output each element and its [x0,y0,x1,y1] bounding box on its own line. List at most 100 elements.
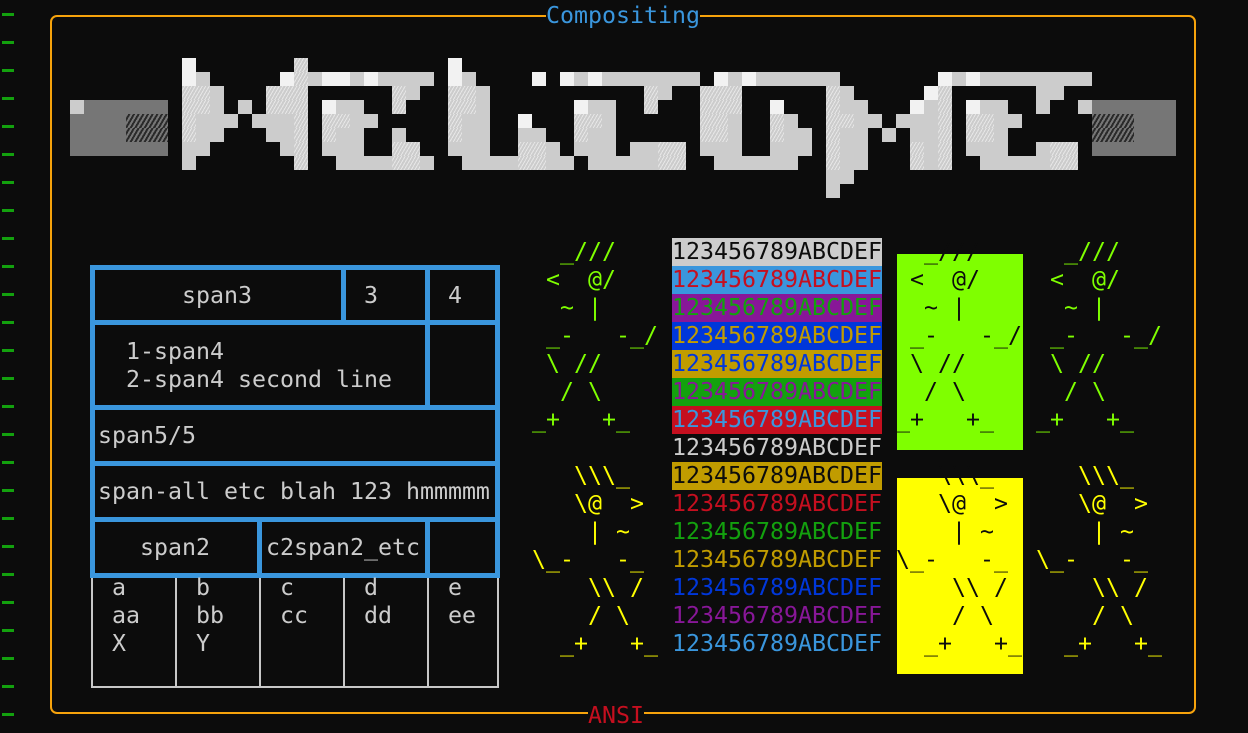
grid-border [343,578,345,688]
logo-block [602,72,616,86]
logo-block [210,86,224,100]
grid-border [175,578,177,688]
logo-block [490,156,504,170]
logo-block [560,156,574,170]
logo-block [196,128,210,142]
logo-block [770,156,784,170]
grid-cell: cc [280,602,308,629]
yellow-figure-line: \\ / [532,574,644,601]
yellow-figure-line: \_- -_ [896,546,1008,573]
table-border [495,265,500,578]
logo-block [588,114,602,128]
logo-block [560,72,574,86]
green-dash-marker-icon [2,69,14,72]
logo-block [588,128,602,142]
logo-block [840,170,854,184]
logo-block [910,100,924,114]
logo-block [1064,142,1078,156]
logo-block [1078,72,1092,86]
logo-block [1036,72,1050,86]
logo-block [910,128,924,142]
logo-block [126,100,140,114]
logo-block [406,86,420,100]
logo-block [756,156,770,170]
logo-block [826,100,840,114]
green-figure-line: _+ +_ [1036,406,1134,433]
cell-4: 4 [448,282,462,309]
logo-block [966,100,980,114]
logo-block [1162,142,1176,156]
green-figure-line: ~ | [896,294,966,321]
logo-block [840,114,854,128]
logo-block [994,156,1008,170]
table-border [90,320,500,325]
cell-span3: span3 [182,282,252,309]
logo-block [532,72,546,86]
logo-block [826,156,840,170]
logo-block [644,100,658,114]
logo-block [308,72,322,86]
logo-block [476,100,490,114]
logo-block [644,142,658,156]
logo-block [602,128,616,142]
logo-block [350,142,364,156]
logo-block [322,128,336,142]
logo-block [728,86,742,100]
logo-block [658,142,672,156]
logo-block [140,114,154,128]
logo-block [1022,72,1036,86]
logo-block [658,72,672,86]
table-border [90,573,500,578]
logo-block [210,100,224,114]
yellow-figure-line: _+ +_ [1036,630,1162,657]
logo-block [182,128,196,142]
yellow-figure-line: \\\_ [1036,462,1134,489]
logo-block [742,72,756,86]
logo-block [84,142,98,156]
logo-block [336,114,350,128]
logo-block [1036,100,1050,114]
green-figure-line: ~ | [532,294,602,321]
logo-block [868,114,882,128]
green-dash-marker-icon [2,41,14,44]
logo-block [182,58,196,72]
logo-block [546,142,560,156]
green-dash-marker-icon [2,461,14,464]
logo-block [98,142,112,156]
logo-block [140,142,154,156]
logo-block [196,114,210,128]
logo-block [1064,156,1078,170]
logo-block [714,100,728,114]
logo-block [392,86,406,100]
logo-block [518,156,532,170]
green-dash-marker-icon [2,237,14,240]
logo-block [994,100,1008,114]
logo-block [812,72,826,86]
grid-border [91,578,93,688]
green-figure-line: _- -_/ [896,322,1022,349]
logo-block [784,114,798,128]
color-sample-line: 123456789ABCDEF [672,630,882,657]
logo-block [924,86,938,100]
logo-block [420,156,434,170]
logo-block [294,142,308,156]
logo-block [770,72,784,86]
frame-title: Compositing [546,2,700,30]
logo-block [672,72,686,86]
logo-block [672,156,686,170]
logo-block [112,142,126,156]
logo-block [574,142,588,156]
logo-block [322,72,336,86]
logo-block [154,142,168,156]
logo-block [630,142,644,156]
table-border [425,265,430,410]
green-dash-marker-icon [2,125,14,128]
color-sample-line: 123456789ABCDEF [672,238,882,266]
logo-block [350,114,364,128]
logo-block [686,72,700,86]
logo-block [770,128,784,142]
logo-block [252,114,266,128]
logo-block [644,156,658,170]
logo-block [280,86,294,100]
logo-block [1120,114,1134,128]
